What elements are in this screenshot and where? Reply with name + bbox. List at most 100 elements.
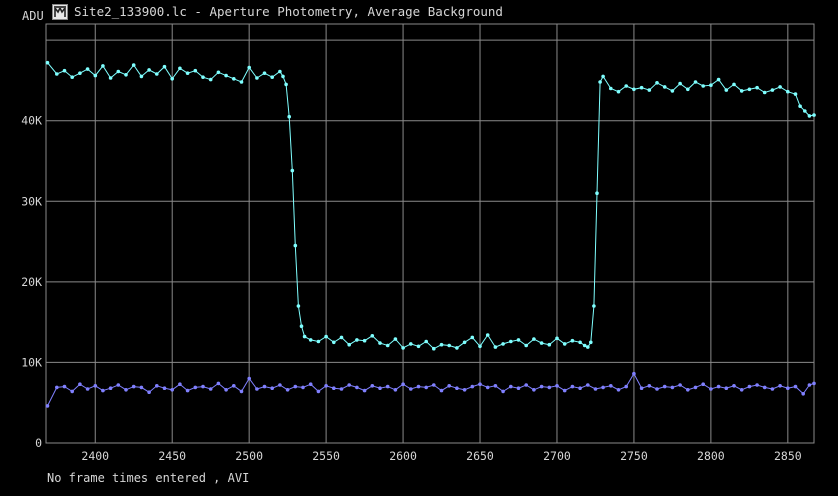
data-point	[201, 384, 205, 389]
data-point	[45, 404, 50, 408]
status-footer: No frame times entered , AVI	[47, 471, 250, 485]
data-point	[293, 384, 298, 389]
data-point	[347, 342, 352, 347]
data-point	[284, 82, 288, 87]
data-point	[296, 304, 301, 308]
data-point	[601, 385, 605, 390]
data-point	[62, 68, 67, 73]
data-point	[724, 386, 729, 391]
data-point	[299, 324, 304, 329]
data-point	[355, 338, 359, 342]
data-point	[501, 389, 505, 394]
data-point	[732, 82, 736, 87]
target-star-series	[45, 60, 816, 351]
data-point	[798, 104, 802, 108]
data-point	[724, 88, 729, 92]
data-point	[424, 339, 429, 344]
data-point	[478, 344, 482, 349]
data-point	[803, 109, 807, 113]
data-point	[812, 381, 816, 386]
data-point	[293, 243, 298, 248]
data-point	[455, 386, 459, 391]
data-point	[639, 85, 644, 90]
data-point	[101, 388, 105, 393]
data-point	[224, 388, 228, 392]
data-point	[447, 343, 452, 348]
data-point	[709, 83, 713, 87]
data-point	[739, 89, 744, 93]
data-point	[547, 342, 552, 347]
data-point	[485, 385, 490, 390]
data-point	[693, 385, 698, 390]
data-point	[778, 384, 782, 388]
data-point	[562, 388, 567, 393]
data-point	[662, 85, 667, 89]
data-point	[516, 386, 521, 391]
data-point	[308, 382, 313, 387]
data-point	[270, 386, 275, 391]
data-point	[462, 388, 467, 392]
data-point	[78, 382, 82, 387]
x-tick-label: 2650	[466, 449, 494, 463]
data-point	[793, 384, 798, 389]
data-point	[632, 371, 636, 376]
data-point	[624, 384, 628, 389]
data-point	[287, 114, 292, 119]
data-point	[124, 73, 128, 77]
data-point	[762, 385, 767, 390]
chart-series	[45, 60, 816, 408]
data-point	[582, 343, 587, 348]
data-point	[693, 80, 698, 84]
data-point	[678, 383, 682, 387]
data-point	[739, 388, 744, 392]
data-point	[509, 384, 513, 389]
data-point	[493, 345, 498, 349]
x-tick-label: 2800	[697, 449, 725, 463]
data-point	[609, 86, 613, 91]
data-point	[424, 385, 429, 390]
data-point	[524, 343, 528, 348]
data-point	[355, 385, 359, 390]
data-point	[308, 338, 313, 342]
data-point	[678, 81, 682, 86]
data-point	[647, 384, 652, 388]
data-point	[362, 338, 367, 343]
data-point	[598, 80, 602, 84]
data-point	[232, 77, 236, 81]
data-point	[732, 384, 736, 388]
data-point	[70, 75, 74, 79]
data-point	[670, 89, 675, 93]
data-point	[755, 383, 759, 387]
data-point	[416, 384, 421, 389]
data-point	[409, 342, 413, 346]
data-point	[578, 340, 582, 345]
data-point	[586, 345, 590, 349]
data-point	[170, 77, 174, 81]
data-point	[339, 387, 344, 391]
series-line	[47, 62, 815, 350]
data-point	[747, 87, 752, 92]
data-point	[516, 338, 521, 342]
data-point	[385, 384, 390, 389]
data-point	[85, 67, 90, 71]
data-point	[193, 385, 198, 390]
data-point	[170, 388, 174, 392]
data-point	[255, 76, 259, 80]
data-point	[285, 388, 290, 392]
data-point	[347, 383, 352, 387]
data-point	[108, 76, 113, 80]
data-point	[589, 340, 593, 345]
data-point	[378, 341, 382, 345]
data-point	[401, 382, 405, 387]
data-point	[93, 384, 98, 388]
y-tick-label: 10K	[21, 355, 42, 369]
y-axis-label: ADU	[22, 9, 44, 23]
data-point	[393, 337, 398, 341]
data-point	[201, 75, 205, 79]
data-point	[647, 88, 652, 92]
data-point	[370, 334, 375, 338]
data-point	[807, 114, 812, 118]
x-tick-label: 2400	[81, 449, 109, 463]
data-point	[609, 384, 613, 388]
data-point	[655, 81, 659, 85]
